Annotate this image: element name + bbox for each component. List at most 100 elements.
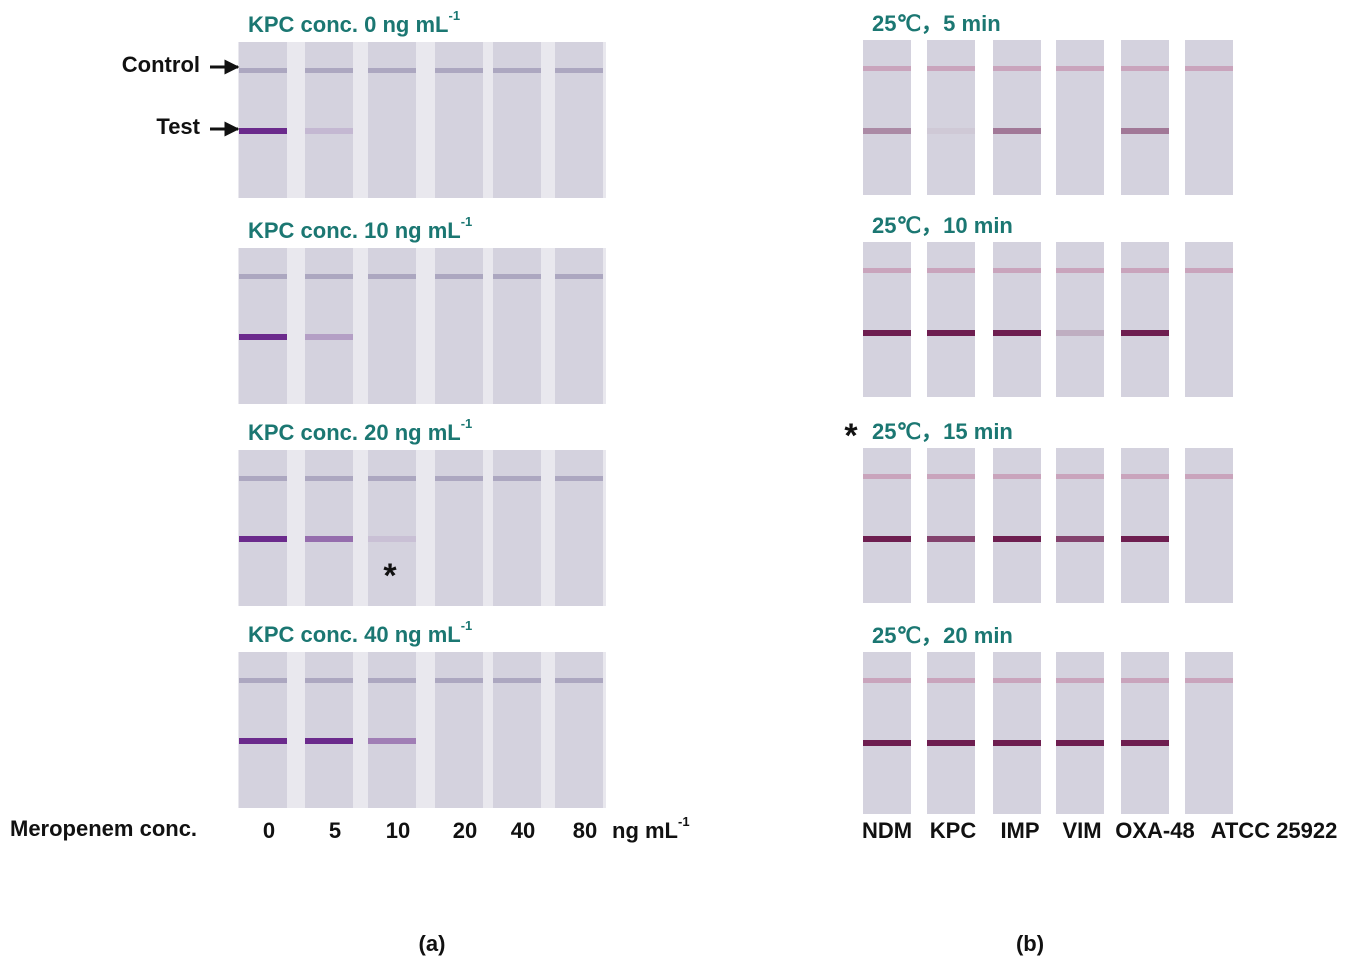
strip [927, 40, 975, 195]
control-line [239, 678, 287, 683]
strip [1121, 242, 1169, 397]
control-line [368, 678, 416, 683]
test-line [1121, 128, 1169, 134]
strip [305, 248, 353, 404]
test-line [993, 330, 1041, 336]
row-title: 25℃，5 min [872, 11, 1001, 36]
row-title-sup: -1 [461, 618, 473, 633]
strip [993, 652, 1041, 814]
x-value: 0 [263, 818, 275, 843]
strip [493, 248, 541, 404]
test-line [239, 334, 287, 340]
strain-label: VIM [1062, 818, 1101, 843]
test-label: Test [156, 114, 200, 139]
x-value: 80 [573, 818, 597, 843]
x-unit-sup: -1 [678, 814, 690, 829]
control-line [927, 678, 975, 683]
strip [435, 652, 483, 808]
control-line [1121, 268, 1169, 273]
test-line [863, 536, 911, 542]
strain-label: IMP [1000, 818, 1039, 843]
control-line [368, 476, 416, 481]
strip [239, 450, 287, 606]
control-line [863, 268, 911, 273]
strip [927, 242, 975, 397]
strip [239, 248, 287, 404]
test-line [239, 738, 287, 744]
control-line [435, 476, 483, 481]
strip [1121, 40, 1169, 195]
strip [435, 248, 483, 404]
control-line [1185, 66, 1233, 71]
strip [239, 652, 287, 808]
test-line [993, 740, 1041, 746]
strip [435, 42, 483, 198]
test-line [1056, 330, 1104, 336]
row-title: KPC conc. 40 ng mL-1 [248, 618, 472, 646]
test-line [1121, 740, 1169, 746]
row-title-main: KPC conc. 20 ng mL [248, 420, 461, 445]
strain-label: NDM [862, 818, 912, 843]
asterisk: * [383, 557, 397, 595]
row-title-main: KPC conc. 0 ng mL [248, 12, 448, 37]
strip [1185, 448, 1233, 603]
control-line [1056, 678, 1104, 683]
control-line [927, 268, 975, 273]
control-line [1056, 268, 1104, 273]
x-label: Meropenem conc. [10, 816, 197, 841]
row-title: KPC conc. 20 ng mL-1 [248, 416, 472, 444]
test-line [1121, 330, 1169, 336]
row-title: KPC conc. 0 ng mL-1 [248, 8, 460, 36]
control-line [493, 274, 541, 279]
test-line [368, 738, 416, 744]
strip [435, 450, 483, 606]
strip [927, 652, 975, 814]
strip [368, 652, 416, 808]
x-unit: ng mL-1 [612, 814, 690, 842]
strip [368, 42, 416, 198]
row-title-sup: -1 [448, 8, 460, 23]
strain-label: ATCC 25922 [1211, 818, 1338, 843]
control-line [993, 474, 1041, 479]
row-title-main: KPC conc. 40 ng mL [248, 622, 461, 647]
strip [493, 42, 541, 198]
control-line [493, 476, 541, 481]
panel-bg [238, 248, 606, 404]
panel-bg [238, 42, 606, 198]
strip [555, 652, 603, 808]
control-line [1121, 678, 1169, 683]
x-value: 20 [453, 818, 477, 843]
control-line [368, 274, 416, 279]
control-line [1056, 66, 1104, 71]
row-title: KPC conc. 10 ng mL-1 [248, 214, 472, 242]
strip [555, 450, 603, 606]
x-value: 40 [511, 818, 535, 843]
row-title-sup: -1 [461, 416, 473, 431]
strip [493, 450, 541, 606]
row-title: 25℃，20 min [872, 623, 1013, 648]
panel-bg [238, 450, 606, 606]
test-line [927, 330, 975, 336]
test-line [239, 536, 287, 542]
test-line [368, 536, 416, 542]
strip [863, 448, 911, 603]
test-line [1121, 536, 1169, 542]
test-line [927, 536, 975, 542]
strip [305, 42, 353, 198]
strip [1056, 448, 1104, 603]
control-line [555, 476, 603, 481]
control-line [1056, 474, 1104, 479]
x-value: 5 [329, 818, 341, 843]
test-line [863, 128, 911, 134]
control-line [239, 476, 287, 481]
strip [305, 450, 353, 606]
control-line [1121, 474, 1169, 479]
control-line [1185, 678, 1233, 683]
control-line [239, 68, 287, 73]
strip [1185, 40, 1233, 195]
strip [1056, 242, 1104, 397]
test-line [927, 740, 975, 746]
x-value: 10 [386, 818, 410, 843]
control-line [863, 678, 911, 683]
control-line [555, 68, 603, 73]
